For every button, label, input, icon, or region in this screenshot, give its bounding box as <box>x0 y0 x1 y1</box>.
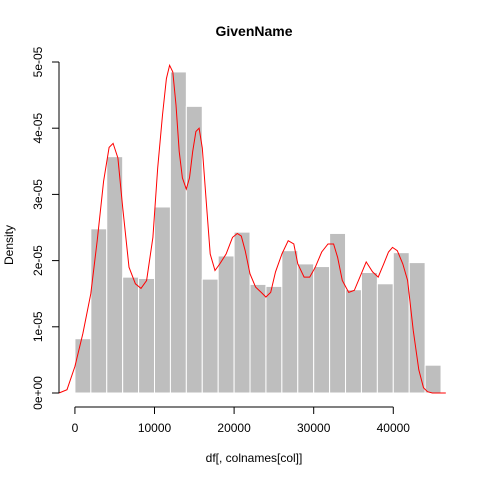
histogram-bar <box>185 105 203 394</box>
histogram-bar <box>201 278 219 394</box>
x-tick-label: 10000 <box>138 421 172 435</box>
x-tick-label: 20000 <box>217 421 251 435</box>
y-tick-label: 4e-05 <box>31 113 45 144</box>
histogram-bar <box>297 263 315 394</box>
x-axis: 0 10000 20000 30000 40000 <box>72 406 411 435</box>
y-axis: 0e+00 1e-05 2e-05 3e-05 4e-05 5e-05 <box>31 46 60 410</box>
x-tick-label: 40000 <box>377 421 411 435</box>
histogram-bar <box>265 285 283 394</box>
histogram-bar <box>345 289 362 394</box>
histogram-bar <box>90 228 108 394</box>
histogram-bar <box>138 277 156 394</box>
histogram-bar <box>169 71 187 394</box>
x-tick-label: 30000 <box>297 421 331 435</box>
histogram-bar <box>249 283 267 394</box>
histogram-bars <box>74 71 442 394</box>
histogram-bar <box>392 252 410 394</box>
y-tick-label: 3e-05 <box>31 179 45 210</box>
density-curve-line <box>58 63 446 394</box>
histogram-bar <box>313 266 331 394</box>
histogram-bar <box>360 272 378 394</box>
y-tick-label: 5e-05 <box>31 46 45 77</box>
histogram-bar <box>122 276 140 394</box>
y-tick-label: 2e-05 <box>31 245 45 276</box>
chart-title: GivenName <box>215 23 292 39</box>
histogram-bar <box>217 255 235 394</box>
histogram-bar <box>106 156 124 394</box>
histogram-bar <box>74 338 92 394</box>
histogram-bar <box>154 206 171 394</box>
y-axis-label: Density <box>2 225 16 265</box>
histogram-bar <box>281 250 299 394</box>
histogram-bar <box>408 262 426 394</box>
histogram-bar <box>233 231 251 394</box>
histogram-bar <box>424 364 442 394</box>
x-axis-label: df[, colnames[col]] <box>206 451 303 465</box>
histogram-bar <box>376 283 394 394</box>
y-tick-label: 1e-05 <box>31 311 45 342</box>
y-tick-label: 0e+00 <box>31 376 45 410</box>
x-tick-label: 0 <box>72 421 79 435</box>
